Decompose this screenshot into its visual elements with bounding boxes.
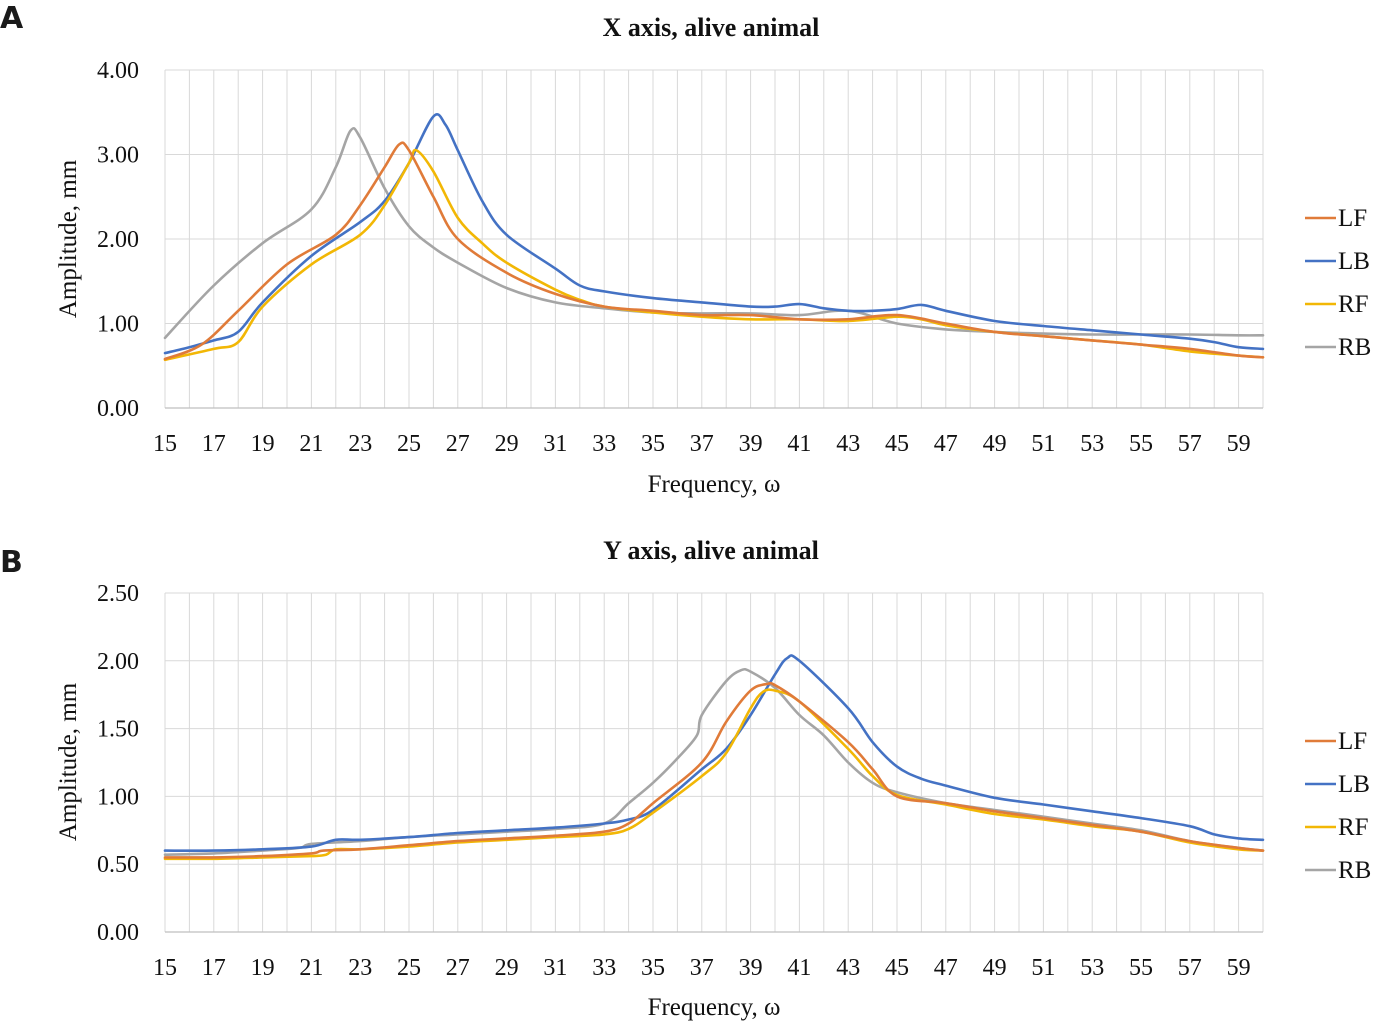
legend-label-lf: LF — [1338, 728, 1367, 755]
series-line-lf-a — [163, 141, 1265, 361]
x-tick-label: 21 — [299, 431, 323, 457]
x-axis-label-a: Frequency, ω — [648, 471, 781, 498]
x-tick-label: 47 — [934, 431, 958, 457]
chart-title-a: X axis, alive animal — [603, 13, 820, 42]
x-tick-label: 23 — [348, 431, 372, 457]
x-tick-label: 15 — [153, 431, 177, 457]
series-line-rf-b — [163, 688, 1265, 861]
x-tick-label: 37 — [690, 955, 714, 981]
x-tick-label: 51 — [1031, 955, 1055, 981]
x-tick-label: 25 — [397, 431, 421, 457]
x-tick-label: 55 — [1129, 431, 1153, 457]
x-tick-label: 51 — [1031, 431, 1055, 457]
y-tick-label: 1.50 — [97, 717, 139, 743]
legend-label-lf: LF — [1338, 205, 1367, 232]
chart-title-b: Y axis, alive animal — [603, 536, 819, 565]
x-tick-label: 29 — [495, 431, 519, 457]
x-tick-label: 43 — [836, 431, 860, 457]
x-tick-label: 57 — [1178, 955, 1202, 981]
x-tick-label: 31 — [543, 955, 567, 981]
chart-a: 0.00 1.00 2.00 3.00 4.00 15 17 19 21 23 25 27 29 31 33… — [97, 58, 1371, 457]
x-tick-label: 27 — [446, 955, 470, 981]
x-tick-label: 57 — [1178, 431, 1202, 457]
x-tick-label: 59 — [1227, 955, 1251, 981]
x-tick-label: 39 — [739, 955, 763, 981]
series-line-lb-a — [163, 113, 1265, 355]
legend-label-rf: RF — [1338, 814, 1369, 841]
x-tick-label: 35 — [641, 431, 665, 457]
x-axis-label-b: Frequency, ω — [648, 994, 781, 1021]
x-tick-label: 49 — [983, 431, 1007, 457]
x-tick-label: 35 — [641, 955, 665, 981]
series-line-lf-b — [163, 681, 1265, 859]
x-tick-label: 39 — [739, 431, 763, 457]
x-tick-label: 53 — [1080, 955, 1104, 981]
x-tick-label: 59 — [1227, 431, 1251, 457]
x-tick-label: 21 — [299, 955, 323, 981]
x-tick-label: 19 — [251, 955, 275, 981]
y-tick-label: 2.00 — [97, 649, 139, 675]
x-tick-label: 37 — [690, 431, 714, 457]
y-axis-label-a: Amplitude, mm — [55, 159, 82, 318]
x-tick-label: 33 — [592, 955, 616, 981]
panel-letter-a: A — [0, 1, 24, 36]
legend-label-rb: RB — [1338, 334, 1371, 361]
y-tick-label: 0.00 — [97, 396, 139, 422]
y-tick-label: 2.00 — [97, 227, 139, 253]
y-axis-label-b: Amplitude, mm — [55, 682, 82, 841]
y-tick-label: 0.50 — [97, 852, 139, 878]
x-tick-label: 19 — [251, 431, 275, 457]
legend-label-rb: RB — [1338, 857, 1371, 884]
y-tick-label: 1.00 — [97, 784, 139, 810]
x-tick-label: 17 — [202, 431, 226, 457]
x-tick-label: 43 — [836, 955, 860, 981]
x-tick-label: 33 — [592, 431, 616, 457]
series-line-rb-a — [163, 126, 1265, 340]
x-tick-label: 31 — [543, 431, 567, 457]
chart-b: 0.00 0.50 1.00 1.50 2.00 2.50 15 17 19 21 23 25 27 29… — [97, 581, 1371, 981]
y-tick-label: 4.00 — [97, 58, 139, 84]
x-tick-label: 53 — [1080, 431, 1104, 457]
x-tick-label: 41 — [787, 955, 811, 981]
x-tick-label: 29 — [495, 955, 519, 981]
x-tick-label: 41 — [787, 431, 811, 457]
panel-letter-b: B — [0, 545, 23, 580]
y-tick-label: 2.50 — [97, 581, 139, 607]
series-line-lb-b — [163, 654, 1265, 853]
legend-label-lb: LB — [1338, 771, 1370, 798]
x-tick-label: 49 — [983, 955, 1007, 981]
x-tick-label: 15 — [153, 955, 177, 981]
y-tick-label: 0.00 — [97, 920, 139, 946]
y-tick-label: 1.00 — [97, 312, 139, 338]
x-tick-label: 23 — [348, 955, 372, 981]
x-tick-label: 45 — [885, 431, 909, 457]
x-tick-label: 27 — [446, 431, 470, 457]
x-tick-label: 47 — [934, 955, 958, 981]
legend-label-rf: RF — [1338, 291, 1369, 318]
x-tick-label: 45 — [885, 955, 909, 981]
x-tick-label: 25 — [397, 955, 421, 981]
legend-label-lb: LB — [1338, 248, 1370, 275]
x-tick-label: 55 — [1129, 955, 1153, 981]
y-tick-label: 3.00 — [97, 143, 139, 169]
x-tick-label: 17 — [202, 955, 226, 981]
